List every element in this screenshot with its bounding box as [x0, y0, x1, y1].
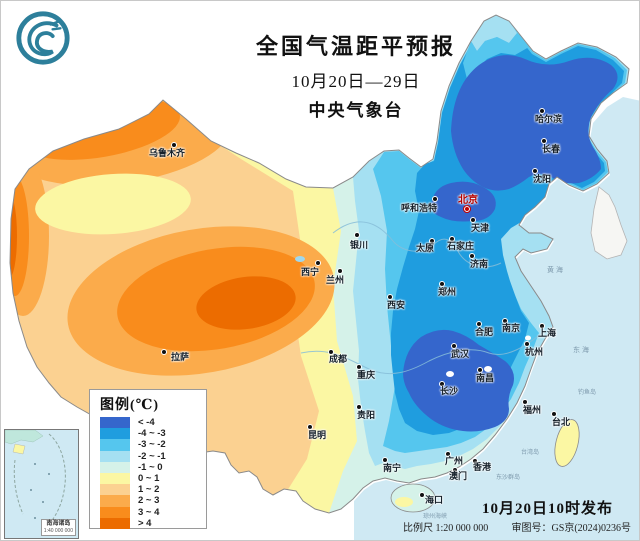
- legend-title: 图例(℃): [100, 398, 160, 413]
- legend-range-label: 2 ~ 3: [138, 495, 160, 507]
- legend-swatch: [100, 506, 130, 518]
- forecast-date-range: 10月20日—29日: [291, 72, 421, 91]
- legend-item: > 4: [100, 517, 200, 529]
- legend-item: 0 ~ 1: [100, 472, 200, 485]
- map-scale: 比例尺 1:20 000 000: [403, 523, 489, 534]
- hainan-warm-patch: [395, 497, 413, 507]
- legend-item: -1 ~ 0: [100, 461, 200, 473]
- legend-range-label: -2 ~ -1: [138, 450, 166, 462]
- legend-swatch: [100, 461, 130, 473]
- legend-item: < -4: [100, 417, 200, 429]
- taiwan-island: [554, 419, 580, 467]
- legend-item: -3 ~ -2: [100, 439, 200, 451]
- inset-title: 南海诸岛: [46, 521, 71, 527]
- legend-range-label: > 4: [138, 517, 152, 529]
- inset-scale: 1:40 000 000: [43, 528, 73, 534]
- legend-swatch: [100, 439, 130, 451]
- legend-range-label: 1 ~ 2: [138, 484, 160, 496]
- legend-swatch: [100, 472, 130, 485]
- page-title: 全国气温距平预报: [255, 34, 456, 59]
- legend-item: 3 ~ 4: [100, 506, 200, 518]
- legend-range-label: -1 ~ 0: [138, 461, 163, 473]
- legend-range-label: -4 ~ -3: [138, 428, 166, 440]
- legend-item: 1 ~ 2: [100, 484, 200, 496]
- legend-item: -4 ~ -3: [100, 428, 200, 440]
- legend-item: 2 ~ 3: [100, 495, 200, 507]
- inset-map: [5, 430, 66, 531]
- hainan-island: [390, 483, 436, 513]
- legend-range-label: -3 ~ -2: [138, 439, 166, 451]
- legend-range-label: 3 ~ 4: [138, 506, 160, 518]
- legend-range-label: 0 ~ 1: [138, 473, 160, 485]
- cma-logo: [16, 11, 70, 65]
- legend-range-label: < -4: [138, 417, 155, 429]
- legend-swatch: [100, 450, 130, 462]
- legend-swatch: [100, 484, 130, 496]
- korea-landmass: [590, 186, 628, 260]
- release-time: 10月20日10时发布: [481, 501, 613, 517]
- legend-swatch: [100, 428, 130, 440]
- china-border-outline: [9, 14, 630, 514]
- legend-item: -2 ~ -1: [100, 450, 200, 462]
- map-meta-line: 比例尺 1:20 000 000 审图号：GS京(2024)0236号: [403, 519, 631, 534]
- south-china-sea-inset: 南海诸岛 1:40 000 000: [4, 429, 79, 539]
- legend-swatch: [100, 517, 130, 529]
- legend-swatch: [100, 417, 130, 429]
- agency-name: 中央气象台: [308, 101, 404, 120]
- approval-number: 审图号：GS京(2024)0236号: [511, 523, 631, 534]
- title-block: 全国气温距平预报 10月20日—29日 中央气象台: [191, 29, 521, 121]
- legend-swatch: [100, 495, 130, 507]
- inset-label-box: 南海诸岛 1:40 000 000: [40, 519, 76, 536]
